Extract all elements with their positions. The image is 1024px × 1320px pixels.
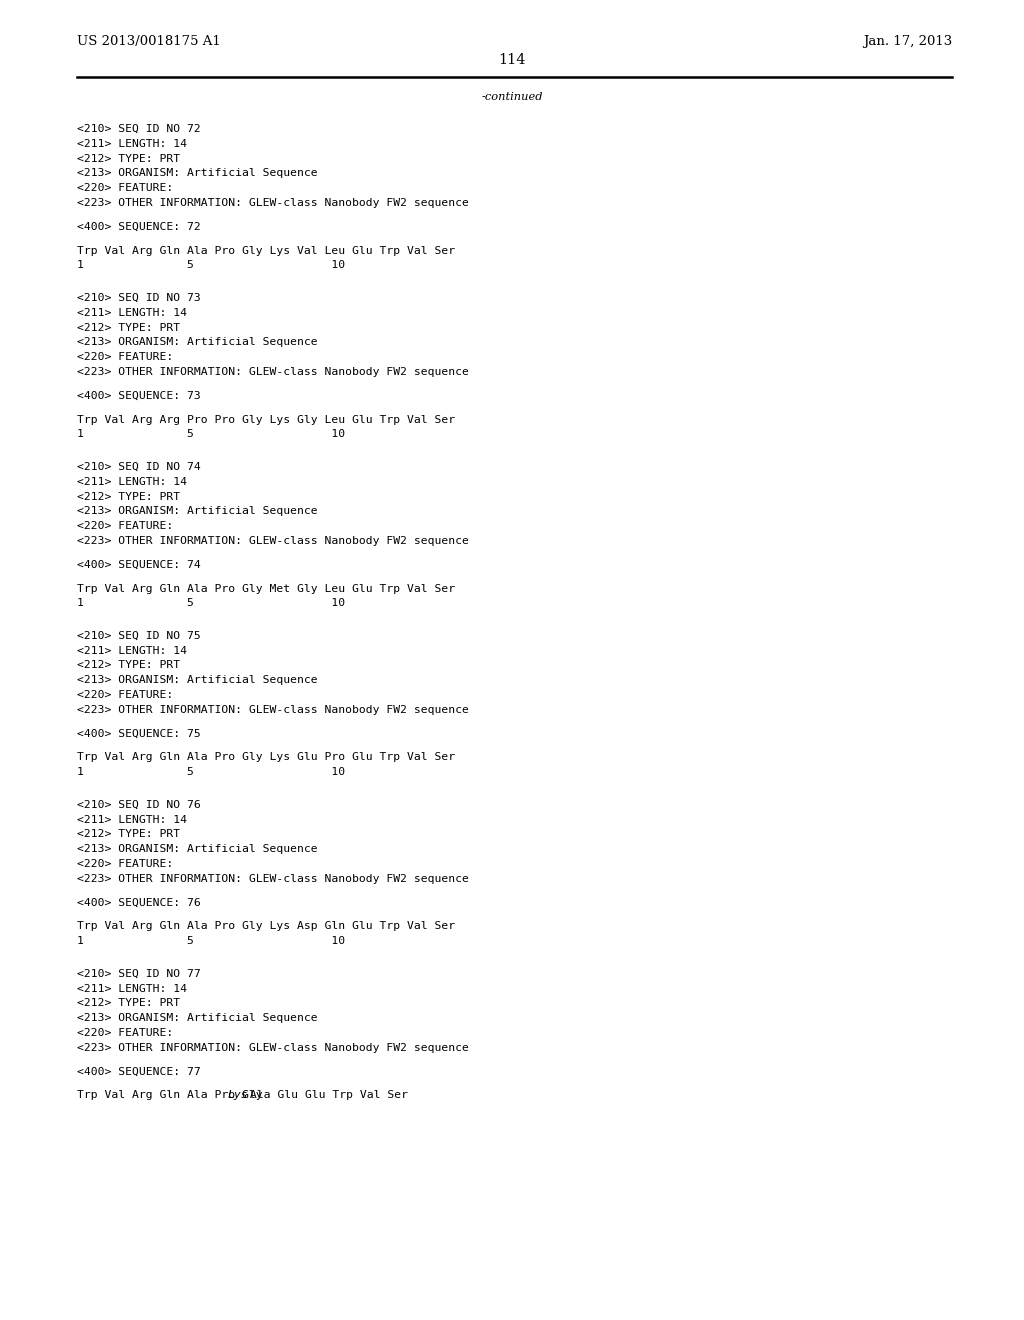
Text: <400> SEQUENCE: 74: <400> SEQUENCE: 74 <box>77 560 201 570</box>
Text: <223> OTHER INFORMATION: GLEW-class Nanobody FW2 sequence: <223> OTHER INFORMATION: GLEW-class Nano… <box>77 536 469 546</box>
Text: <210> SEQ ID NO 77: <210> SEQ ID NO 77 <box>77 969 201 979</box>
Text: <220> FEATURE:: <220> FEATURE: <box>77 521 173 531</box>
Text: <213> ORGANISM: Artificial Sequence: <213> ORGANISM: Artificial Sequence <box>77 507 317 516</box>
Text: <213> ORGANISM: Artificial Sequence: <213> ORGANISM: Artificial Sequence <box>77 1014 317 1023</box>
Text: <213> ORGANISM: Artificial Sequence: <213> ORGANISM: Artificial Sequence <box>77 676 317 685</box>
Text: <210> SEQ ID NO 74: <210> SEQ ID NO 74 <box>77 462 201 473</box>
Text: <212> TYPE: PRT: <212> TYPE: PRT <box>77 322 180 333</box>
Text: 1               5                    10: 1 5 10 <box>77 260 345 271</box>
Text: 1               5                    10: 1 5 10 <box>77 767 345 777</box>
Text: 114: 114 <box>499 53 525 67</box>
Text: <213> ORGANISM: Artificial Sequence: <213> ORGANISM: Artificial Sequence <box>77 169 317 178</box>
Text: <211> LENGTH: 14: <211> LENGTH: 14 <box>77 477 186 487</box>
Text: <220> FEATURE:: <220> FEATURE: <box>77 183 173 193</box>
Text: Trp Val Arg Arg Pro Pro Gly Lys Gly Leu Glu Trp Val Ser: Trp Val Arg Arg Pro Pro Gly Lys Gly Leu … <box>77 414 455 425</box>
Text: <212> TYPE: PRT: <212> TYPE: PRT <box>77 660 180 671</box>
Text: Trp Val Arg Gln Ala Pro Gly Lys Glu Pro Glu Trp Val Ser: Trp Val Arg Gln Ala Pro Gly Lys Glu Pro … <box>77 752 455 763</box>
Text: <211> LENGTH: 14: <211> LENGTH: 14 <box>77 308 186 318</box>
Text: <223> OTHER INFORMATION: GLEW-class Nanobody FW2 sequence: <223> OTHER INFORMATION: GLEW-class Nano… <box>77 198 469 209</box>
Text: <220> FEATURE:: <220> FEATURE: <box>77 352 173 362</box>
Text: <212> TYPE: PRT: <212> TYPE: PRT <box>77 153 180 164</box>
Text: <223> OTHER INFORMATION: GLEW-class Nanobody FW2 sequence: <223> OTHER INFORMATION: GLEW-class Nano… <box>77 705 469 715</box>
Text: <212> TYPE: PRT: <212> TYPE: PRT <box>77 998 180 1008</box>
Text: <213> ORGANISM: Artificial Sequence: <213> ORGANISM: Artificial Sequence <box>77 845 317 854</box>
Text: <223> OTHER INFORMATION: GLEW-class Nanobody FW2 sequence: <223> OTHER INFORMATION: GLEW-class Nano… <box>77 874 469 884</box>
Text: <210> SEQ ID NO 72: <210> SEQ ID NO 72 <box>77 124 201 135</box>
Text: Lys: Lys <box>227 1090 248 1101</box>
Text: <211> LENGTH: 14: <211> LENGTH: 14 <box>77 645 186 656</box>
Text: <220> FEATURE:: <220> FEATURE: <box>77 859 173 869</box>
Text: 1               5                    10: 1 5 10 <box>77 598 345 609</box>
Text: <223> OTHER INFORMATION: GLEW-class Nanobody FW2 sequence: <223> OTHER INFORMATION: GLEW-class Nano… <box>77 1043 469 1053</box>
Text: <210> SEQ ID NO 76: <210> SEQ ID NO 76 <box>77 800 201 810</box>
Text: <400> SEQUENCE: 76: <400> SEQUENCE: 76 <box>77 898 201 908</box>
Text: <220> FEATURE:: <220> FEATURE: <box>77 690 173 700</box>
Text: <400> SEQUENCE: 75: <400> SEQUENCE: 75 <box>77 729 201 739</box>
Text: Trp Val Arg Gln Ala Pro Gly Lys Val Leu Glu Trp Val Ser: Trp Val Arg Gln Ala Pro Gly Lys Val Leu … <box>77 246 455 256</box>
Text: Jan. 17, 2013: Jan. 17, 2013 <box>863 36 952 48</box>
Text: Trp Val Arg Gln Ala Pro Gly Met Gly Leu Glu Trp Val Ser: Trp Val Arg Gln Ala Pro Gly Met Gly Leu … <box>77 583 455 594</box>
Text: <211> LENGTH: 14: <211> LENGTH: 14 <box>77 814 186 825</box>
Text: 1               5                    10: 1 5 10 <box>77 936 345 946</box>
Text: <211> LENGTH: 14: <211> LENGTH: 14 <box>77 139 186 149</box>
Text: <220> FEATURE:: <220> FEATURE: <box>77 1028 173 1038</box>
Text: <400> SEQUENCE: 72: <400> SEQUENCE: 72 <box>77 222 201 232</box>
Text: <212> TYPE: PRT: <212> TYPE: PRT <box>77 491 180 502</box>
Text: 1               5                    10: 1 5 10 <box>77 429 345 440</box>
Text: <210> SEQ ID NO 73: <210> SEQ ID NO 73 <box>77 293 201 304</box>
Text: <212> TYPE: PRT: <212> TYPE: PRT <box>77 829 180 840</box>
Text: <213> ORGANISM: Artificial Sequence: <213> ORGANISM: Artificial Sequence <box>77 338 317 347</box>
Text: Trp Val Arg Gln Ala Pro Gly Lys Asp Gln Glu Trp Val Ser: Trp Val Arg Gln Ala Pro Gly Lys Asp Gln … <box>77 921 455 932</box>
Text: <210> SEQ ID NO 75: <210> SEQ ID NO 75 <box>77 631 201 642</box>
Text: <400> SEQUENCE: 77: <400> SEQUENCE: 77 <box>77 1067 201 1077</box>
Text: US 2013/0018175 A1: US 2013/0018175 A1 <box>77 36 220 48</box>
Text: <400> SEQUENCE: 73: <400> SEQUENCE: 73 <box>77 391 201 401</box>
Text: <211> LENGTH: 14: <211> LENGTH: 14 <box>77 983 186 994</box>
Text: Ala Glu Glu Trp Val Ser: Ala Glu Glu Trp Val Ser <box>244 1090 409 1101</box>
Text: <223> OTHER INFORMATION: GLEW-class Nanobody FW2 sequence: <223> OTHER INFORMATION: GLEW-class Nano… <box>77 367 469 378</box>
Text: -continued: -continued <box>481 92 543 102</box>
Text: Trp Val Arg Gln Ala Pro Gly: Trp Val Arg Gln Ala Pro Gly <box>77 1090 269 1101</box>
